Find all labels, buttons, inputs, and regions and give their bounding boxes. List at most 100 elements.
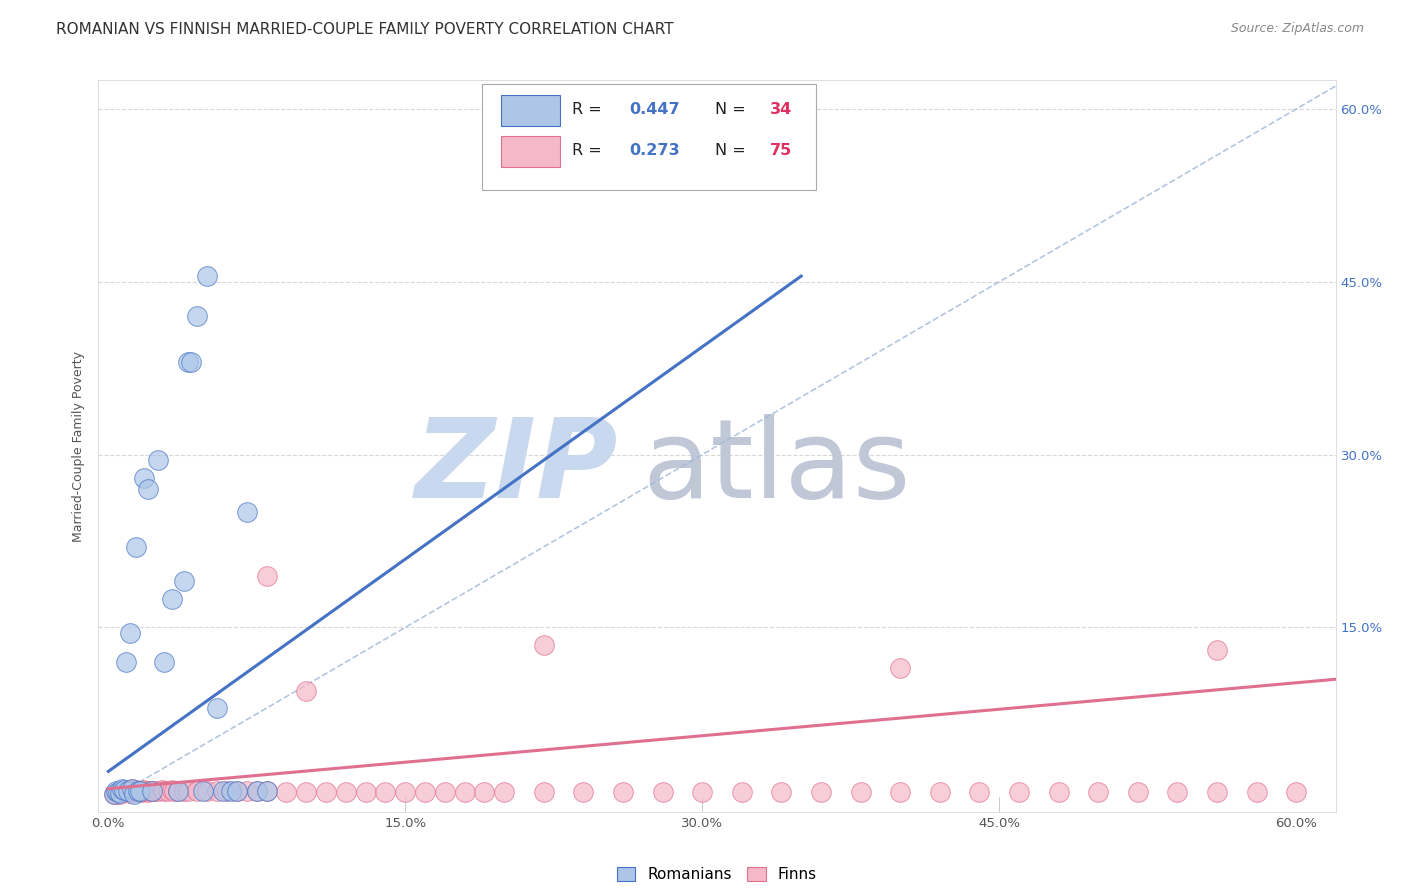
Point — [136, 482, 159, 496]
Point — [335, 785, 357, 799]
Point — [1008, 785, 1031, 799]
Point — [141, 784, 163, 798]
Point — [494, 785, 516, 799]
Point — [889, 785, 911, 799]
Point — [139, 784, 162, 798]
Point — [315, 785, 337, 799]
Point — [295, 785, 318, 799]
Point — [256, 784, 278, 798]
Point — [111, 781, 134, 796]
Point — [103, 788, 125, 802]
Point — [186, 310, 208, 324]
Point — [166, 784, 188, 798]
Point — [256, 784, 278, 798]
Point — [180, 355, 202, 369]
Point — [810, 785, 832, 799]
Point — [160, 591, 183, 606]
Text: atlas: atlas — [643, 415, 911, 522]
Point — [166, 784, 188, 798]
Point — [433, 785, 456, 799]
Point — [246, 784, 269, 798]
Point — [195, 269, 218, 284]
Point — [176, 355, 198, 369]
Point — [236, 784, 259, 798]
Point — [256, 568, 278, 582]
Text: 34: 34 — [770, 102, 793, 117]
Point — [651, 785, 673, 799]
Point — [105, 788, 128, 802]
Point — [152, 655, 174, 669]
Point — [108, 788, 131, 802]
Point — [1087, 785, 1109, 799]
Point — [129, 784, 152, 798]
Point — [928, 785, 950, 799]
FancyBboxPatch shape — [482, 84, 815, 190]
Text: N =: N = — [714, 102, 751, 117]
Legend: Romanians, Finns: Romanians, Finns — [612, 861, 823, 888]
Point — [129, 784, 152, 798]
Point — [374, 785, 396, 799]
Point — [152, 784, 174, 798]
Point — [115, 784, 138, 798]
Point — [413, 785, 436, 799]
Point — [195, 784, 218, 798]
Point — [125, 782, 148, 797]
Point — [205, 784, 228, 798]
Point — [105, 784, 128, 798]
Text: 0.447: 0.447 — [630, 102, 681, 117]
Point — [121, 781, 143, 796]
Point — [212, 784, 235, 798]
Point — [770, 785, 793, 799]
Point — [112, 782, 135, 797]
FancyBboxPatch shape — [501, 95, 560, 126]
Point — [103, 788, 125, 802]
Point — [150, 782, 173, 797]
Text: 75: 75 — [770, 143, 793, 158]
Text: ROMANIAN VS FINNISH MARRIED-COUPLE FAMILY POVERTY CORRELATION CHART: ROMANIAN VS FINNISH MARRIED-COUPLE FAMIL… — [56, 22, 673, 37]
Point — [690, 785, 713, 799]
Point — [186, 784, 208, 798]
Point — [236, 505, 259, 519]
Point — [173, 574, 195, 589]
Point — [1166, 785, 1188, 799]
Point — [146, 784, 169, 798]
Point — [533, 785, 555, 799]
Point — [121, 781, 143, 796]
Point — [1206, 643, 1229, 657]
Point — [295, 683, 318, 698]
Point — [163, 784, 186, 798]
Point — [1246, 785, 1268, 799]
Point — [107, 785, 129, 799]
Point — [117, 784, 139, 798]
Point — [122, 784, 145, 798]
Point — [142, 784, 165, 798]
Point — [474, 785, 496, 799]
Point — [117, 784, 139, 798]
Point — [205, 701, 228, 715]
Point — [132, 782, 155, 797]
Point — [246, 784, 269, 798]
Point — [120, 626, 142, 640]
Y-axis label: Married-Couple Family Poverty: Married-Couple Family Poverty — [72, 351, 86, 541]
Point — [122, 788, 145, 802]
Point — [394, 785, 416, 799]
Text: Source: ZipAtlas.com: Source: ZipAtlas.com — [1230, 22, 1364, 36]
Point — [176, 784, 198, 798]
Point — [125, 540, 148, 554]
Point — [127, 784, 149, 798]
Point — [731, 785, 754, 799]
Point — [533, 638, 555, 652]
Point — [1206, 785, 1229, 799]
Point — [612, 785, 634, 799]
Text: R =: R = — [572, 143, 607, 158]
Point — [219, 784, 242, 798]
Point — [115, 655, 138, 669]
Point — [146, 453, 169, 467]
Text: ZIP: ZIP — [415, 415, 619, 522]
Text: R =: R = — [572, 102, 607, 117]
Point — [217, 784, 239, 798]
Point — [193, 784, 215, 798]
Point — [572, 785, 595, 799]
Point — [1285, 785, 1308, 799]
Point — [156, 784, 179, 798]
